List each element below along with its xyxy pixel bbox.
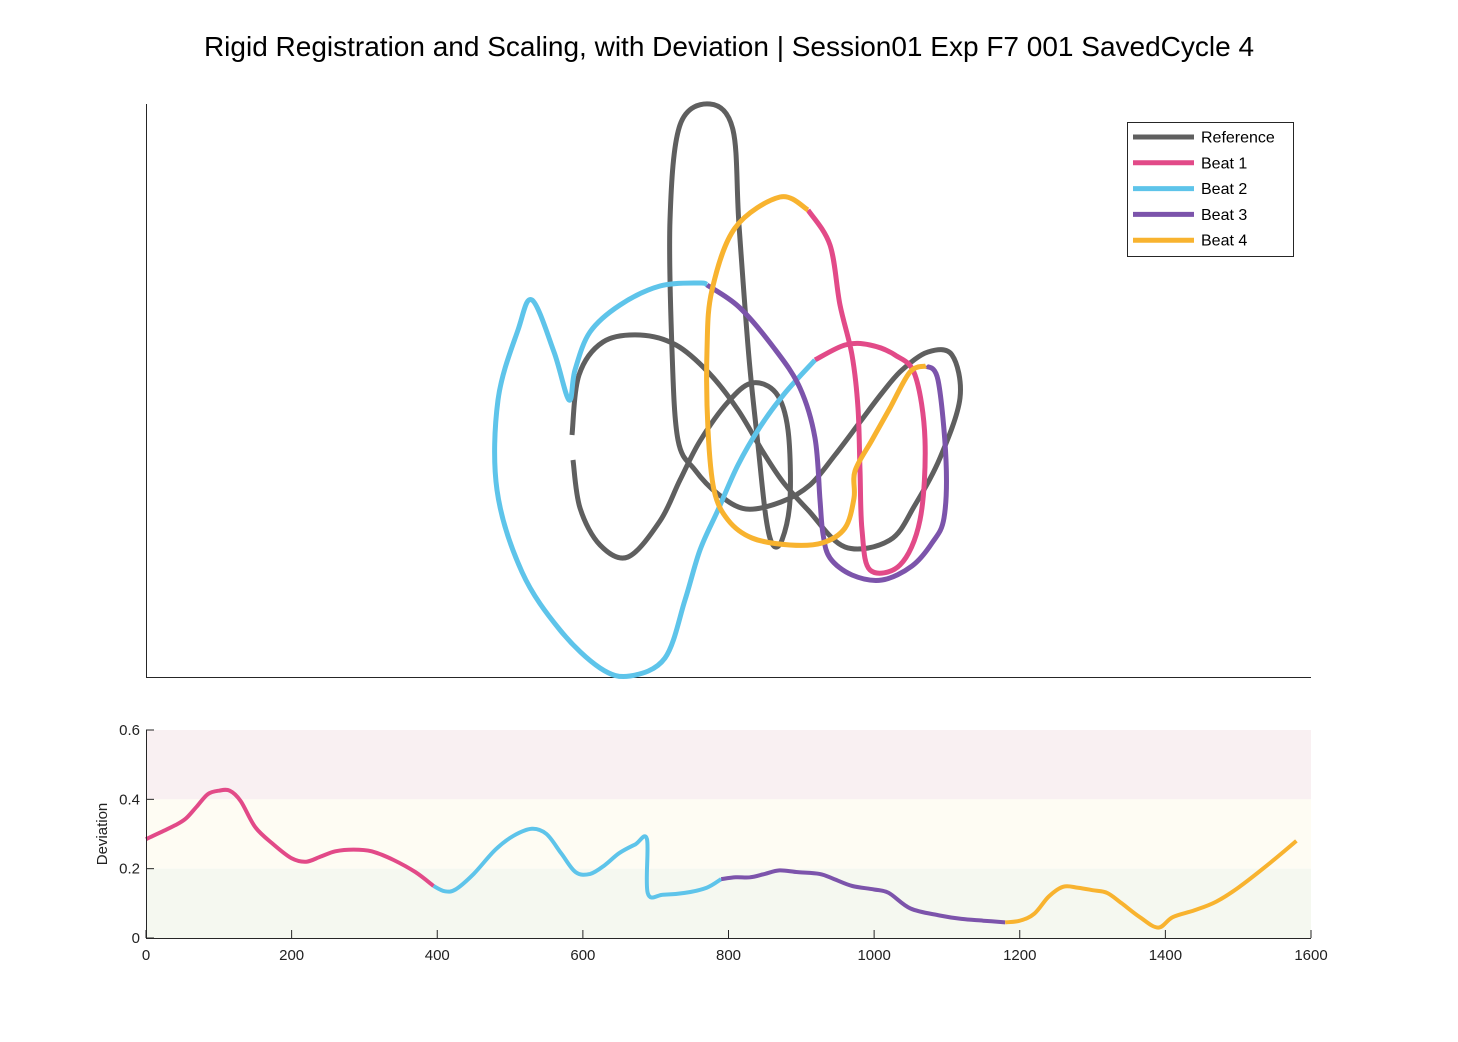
legend-entries: Reference Beat 1 Beat 2 Beat 3 Beat 4 bbox=[1133, 130, 1275, 250]
x-tick-label: 1200 bbox=[1003, 947, 1036, 964]
deviation-band-low bbox=[146, 868, 1311, 938]
deviation-line-beat-4 bbox=[1004, 839, 1298, 930]
x-tick-label: 800 bbox=[716, 947, 741, 964]
legend-label-reference: Reference bbox=[1201, 130, 1275, 147]
deviation-x-ticks: 0 200 400 600 800 1000 1200 1400 1600 bbox=[142, 930, 1328, 964]
x-tick-label: 0 bbox=[142, 947, 150, 964]
deviation-y-axis-label: Deviation bbox=[94, 803, 111, 866]
x-tick-label: 400 bbox=[425, 947, 450, 964]
deviation-y-ticks: 0 0.2 0.4 0.6 bbox=[119, 722, 154, 947]
figure-title: Rigid Registration and Scaling, with Dev… bbox=[203, 31, 1255, 62]
y-tick-label: 0.6 bbox=[119, 722, 140, 739]
legend-label-beat-3: Beat 3 bbox=[1201, 207, 1247, 224]
trajectory-series-group bbox=[492, 101, 963, 680]
legend-label-beat-2: Beat 2 bbox=[1201, 181, 1247, 198]
x-tick-label: 200 bbox=[279, 947, 304, 964]
trajectory-line-beat-1 bbox=[805, 208, 928, 576]
deviation-line-beat-1 bbox=[145, 787, 435, 888]
y-tick-label: 0.2 bbox=[119, 861, 140, 878]
trajectory-panel: Reference Beat 1 Beat 2 Beat 3 Beat 4 bbox=[146, 101, 1311, 680]
legend-label-beat-1: Beat 1 bbox=[1201, 155, 1247, 172]
deviation-line-beat-3 bbox=[720, 868, 1006, 925]
y-tick-label: 0 bbox=[132, 930, 140, 947]
deviation-line-beat-2 bbox=[432, 826, 723, 900]
deviation-band-mid bbox=[146, 799, 1311, 869]
trajectory-line-beat-2 bbox=[492, 280, 817, 680]
deviation-panel: 0 200 400 600 800 1000 1200 1400 1600 0 0.2 0.4 0.6… bbox=[94, 722, 1328, 964]
deviation-band-high bbox=[146, 730, 1311, 800]
x-tick-label: 1400 bbox=[1149, 947, 1182, 964]
x-tick-label: 1600 bbox=[1294, 947, 1327, 964]
deviation-bands bbox=[146, 730, 1311, 938]
trajectory-line-beat-3 bbox=[705, 282, 949, 583]
x-tick-label: 1000 bbox=[857, 947, 890, 964]
x-tick-label: 600 bbox=[570, 947, 595, 964]
y-tick-label: 0.4 bbox=[119, 791, 140, 808]
trajectory-line-reference bbox=[569, 101, 963, 561]
legend-label-beat-4: Beat 4 bbox=[1201, 233, 1247, 250]
legend: Reference Beat 1 Beat 2 Beat 3 Beat 4 bbox=[1127, 122, 1294, 257]
trajectory-line-beat-4 bbox=[704, 194, 927, 548]
deviation-series-group bbox=[145, 787, 1298, 930]
